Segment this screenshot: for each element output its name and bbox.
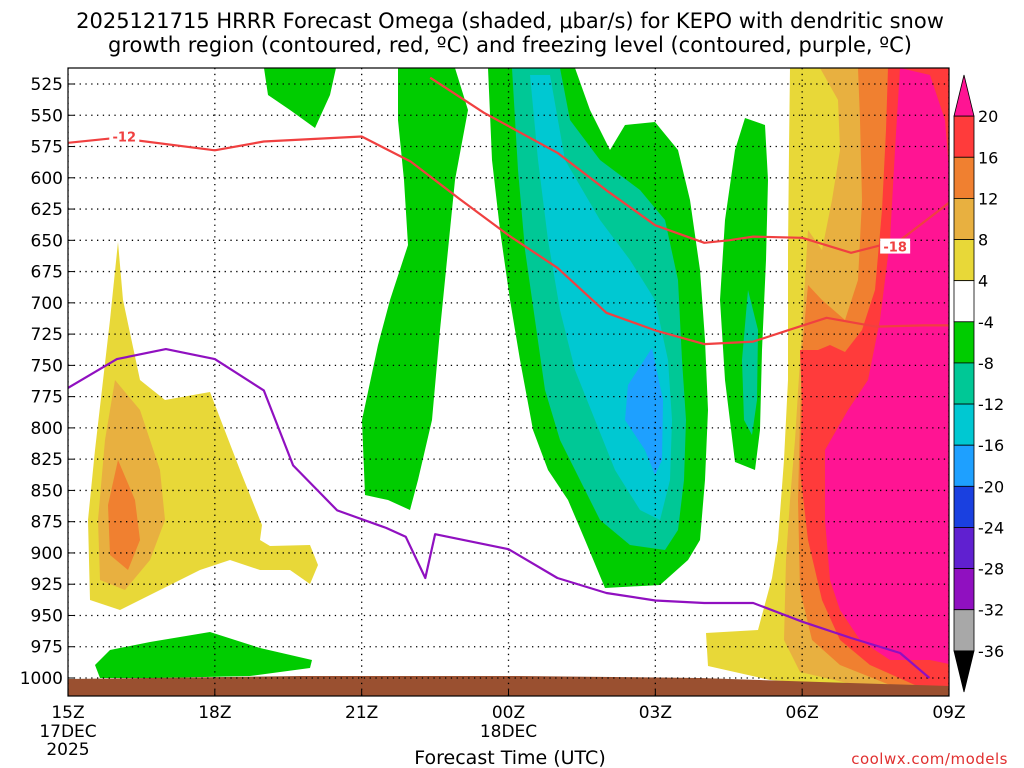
x-axis-label: Forecast Time (UTC): [414, 747, 605, 768]
colorbar-swatch: [953, 650, 975, 693]
chart-title-line-1: 2025121715 HRRR Forecast Omega (shaded, …: [76, 9, 944, 33]
contour-label-minus-12-bg: [109, 128, 140, 144]
omega-region-blue: [625, 348, 663, 475]
colorbar-label: -4: [978, 313, 994, 332]
omega-region-teal-right: [742, 290, 758, 435]
colorbar-swatch: [953, 444, 975, 487]
colorbar-label: 16: [978, 148, 998, 167]
contour-label-minus-18: -18: [883, 241, 907, 256]
x-tick-label: 15Z: [51, 703, 84, 723]
y-tick-label: 550: [31, 106, 63, 126]
y-tick-label: 675: [31, 263, 63, 283]
x-tick-label: 09Z: [932, 703, 965, 723]
colorbar-swatch: [953, 609, 975, 652]
y-tick-label: 600: [31, 169, 63, 189]
colorbar-swatch: [953, 197, 975, 240]
y-tick-label: 900: [31, 544, 63, 564]
contour-lines: -12 -18: [68, 76, 949, 679]
colorbar-swatch: [953, 362, 975, 405]
colorbar-label: -28: [978, 560, 1004, 579]
colorbar: 20 16 12 8 4 -4 -8 -12 -16 -20 -24 -28 -32 -36: [953, 74, 1004, 693]
x-tick-label: 21Z: [345, 703, 378, 723]
x-tick-label: 00Z: [492, 703, 525, 723]
contour-label-minus-18-bg: [880, 238, 911, 254]
colorbar-swatch: [953, 403, 975, 446]
omega-region-green-top-left: [264, 68, 336, 128]
y-tick-label: 850: [31, 481, 63, 501]
y-tick-label: 800: [31, 419, 63, 439]
x-tick-date: 17DEC: [39, 722, 96, 742]
omega-region-green-bottom-left: [95, 632, 312, 678]
colorbar-label: 12: [978, 189, 998, 208]
colorbar-swatch: [953, 321, 975, 364]
colorbar-label: -12: [978, 395, 1004, 414]
y-tick-label: 950: [31, 606, 63, 626]
colorbar-swatch: [953, 280, 975, 323]
y-tick-label: 1000: [20, 669, 63, 689]
colorbar-swatch: [953, 568, 975, 611]
y-tick-label: 825: [31, 450, 63, 470]
y-tick-label: 975: [31, 638, 63, 658]
colorbar-swatch: [953, 239, 975, 282]
x-tick-date: 18DEC: [480, 722, 537, 742]
y-tick-label: 625: [31, 200, 63, 220]
colorbar-label: 8: [978, 231, 988, 250]
colorbar-label: -16: [978, 436, 1004, 455]
x-tick-year: 2025: [46, 740, 89, 760]
dgz-minus-12-contour: [68, 135, 949, 346]
y-tick-label: 750: [31, 356, 63, 376]
y-tick-label: 925: [31, 575, 63, 595]
colorbar-label: 20: [978, 107, 998, 126]
colorbar-swatch: [953, 485, 975, 528]
y-tick-label: 525: [31, 75, 63, 95]
contour-label-minus-12: -12: [113, 131, 137, 146]
colorbar-label: -8: [978, 354, 994, 373]
y-tick-label: 700: [31, 294, 63, 314]
colorbar-label: -36: [978, 642, 1004, 661]
colorbar-swatch: [953, 74, 975, 117]
x-tick-label: 18Z: [198, 703, 231, 723]
gridlines: [68, 68, 949, 696]
y-axis: 525 550 575 600 625 650 675 700 725 750 775 800 825 8…: [20, 75, 74, 689]
ground-surface: [68, 676, 949, 696]
freezing-level-contour: [68, 348, 931, 679]
x-tick-label: 03Z: [639, 703, 672, 723]
omega-shading: -12 -18: [68, 68, 949, 696]
colorbar-swatch: [953, 527, 975, 570]
colorbar-label: -32: [978, 601, 1004, 620]
chart-title-line-2: growth region (contoured, red, ºC) and f…: [108, 33, 912, 57]
omega-region-orange-left: [108, 460, 140, 570]
x-tick-label: 06Z: [786, 703, 819, 723]
y-tick-label: 575: [31, 138, 63, 158]
y-tick-label: 775: [31, 388, 63, 408]
colorbar-label: -20: [978, 477, 1004, 496]
credit-text: coolwx.com/models: [851, 750, 1008, 768]
y-tick-label: 725: [31, 325, 63, 345]
colorbar-label: -24: [978, 518, 1004, 537]
colorbar-swatch: [953, 156, 975, 199]
omega-region-green-mid: [362, 68, 468, 510]
y-tick-label: 650: [31, 231, 63, 251]
colorbar-swatch: [953, 115, 975, 158]
colorbar-label: 4: [978, 272, 988, 291]
y-tick-label: 875: [31, 513, 63, 533]
